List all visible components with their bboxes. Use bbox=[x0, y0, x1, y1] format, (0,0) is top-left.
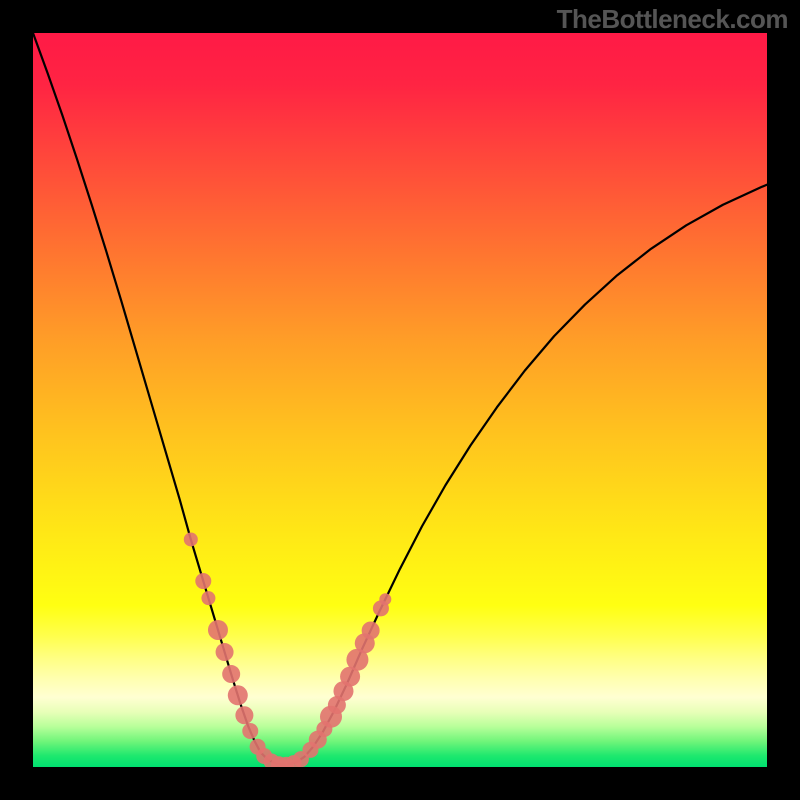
watermark-text: TheBottleneck.com bbox=[557, 4, 788, 35]
gradient-background bbox=[0, 0, 800, 800]
chart-frame: TheBottleneck.com bbox=[0, 0, 800, 800]
